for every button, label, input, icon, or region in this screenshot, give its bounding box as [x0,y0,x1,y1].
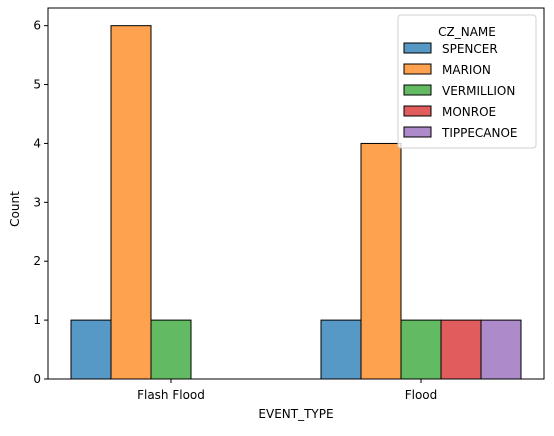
bar-monroe-flood [440,319,482,380]
plot-frame [47,7,545,380]
legend-label-vermillion: VERMILLION [442,84,515,98]
legend-label-monroe: MONROE [442,105,496,119]
legend-label-spencer: SPENCER [442,42,498,56]
y-axis-label: Count [8,191,22,227]
legend-box [397,14,537,149]
y-tick-label: 1 [33,313,41,327]
bar-tippecanoe-flood [480,319,522,380]
y-tick-label: 3 [33,195,41,209]
legend: CZ_NAME SPENCER MARION VERMILLION MONROE TIPP… [397,14,537,149]
y-tick-label: 6 [33,19,41,33]
y-tick-label: 0 [33,372,41,386]
x-tick-label: Flash Flood [137,388,205,402]
y-tick-label: 4 [33,136,41,150]
legend-swatch-vermillion [403,84,432,96]
axes-layer: 0 1 2 3 4 5 6 Flash Flood Flood [33,7,545,402]
bar-vermillion-flood [400,319,442,380]
bar-spencer-flood [320,319,362,380]
legend-label-tippecanoe: TIPPECANOE [441,126,518,140]
bar-marion-flood [360,142,402,380]
legend-title: CZ_NAME [438,25,496,39]
legend-swatch-marion [403,63,432,75]
legend-swatch-monroe [403,105,432,117]
legend-swatch-tippecanoe [403,126,432,138]
bar-vermillion-flash-flood [150,319,192,380]
bars-layer [70,25,522,380]
y-tick-label: 5 [33,78,41,92]
bar-marion-flash-flood [110,25,152,380]
bar-spencer-flash-flood [70,319,112,380]
legend-swatch-spencer [403,42,432,54]
y-tick-label: 2 [33,254,41,268]
x-tick-label: Flood [405,388,438,402]
legend-label-marion: MARION [442,63,491,77]
x-axis-label: EVENT_TYPE [258,407,333,421]
